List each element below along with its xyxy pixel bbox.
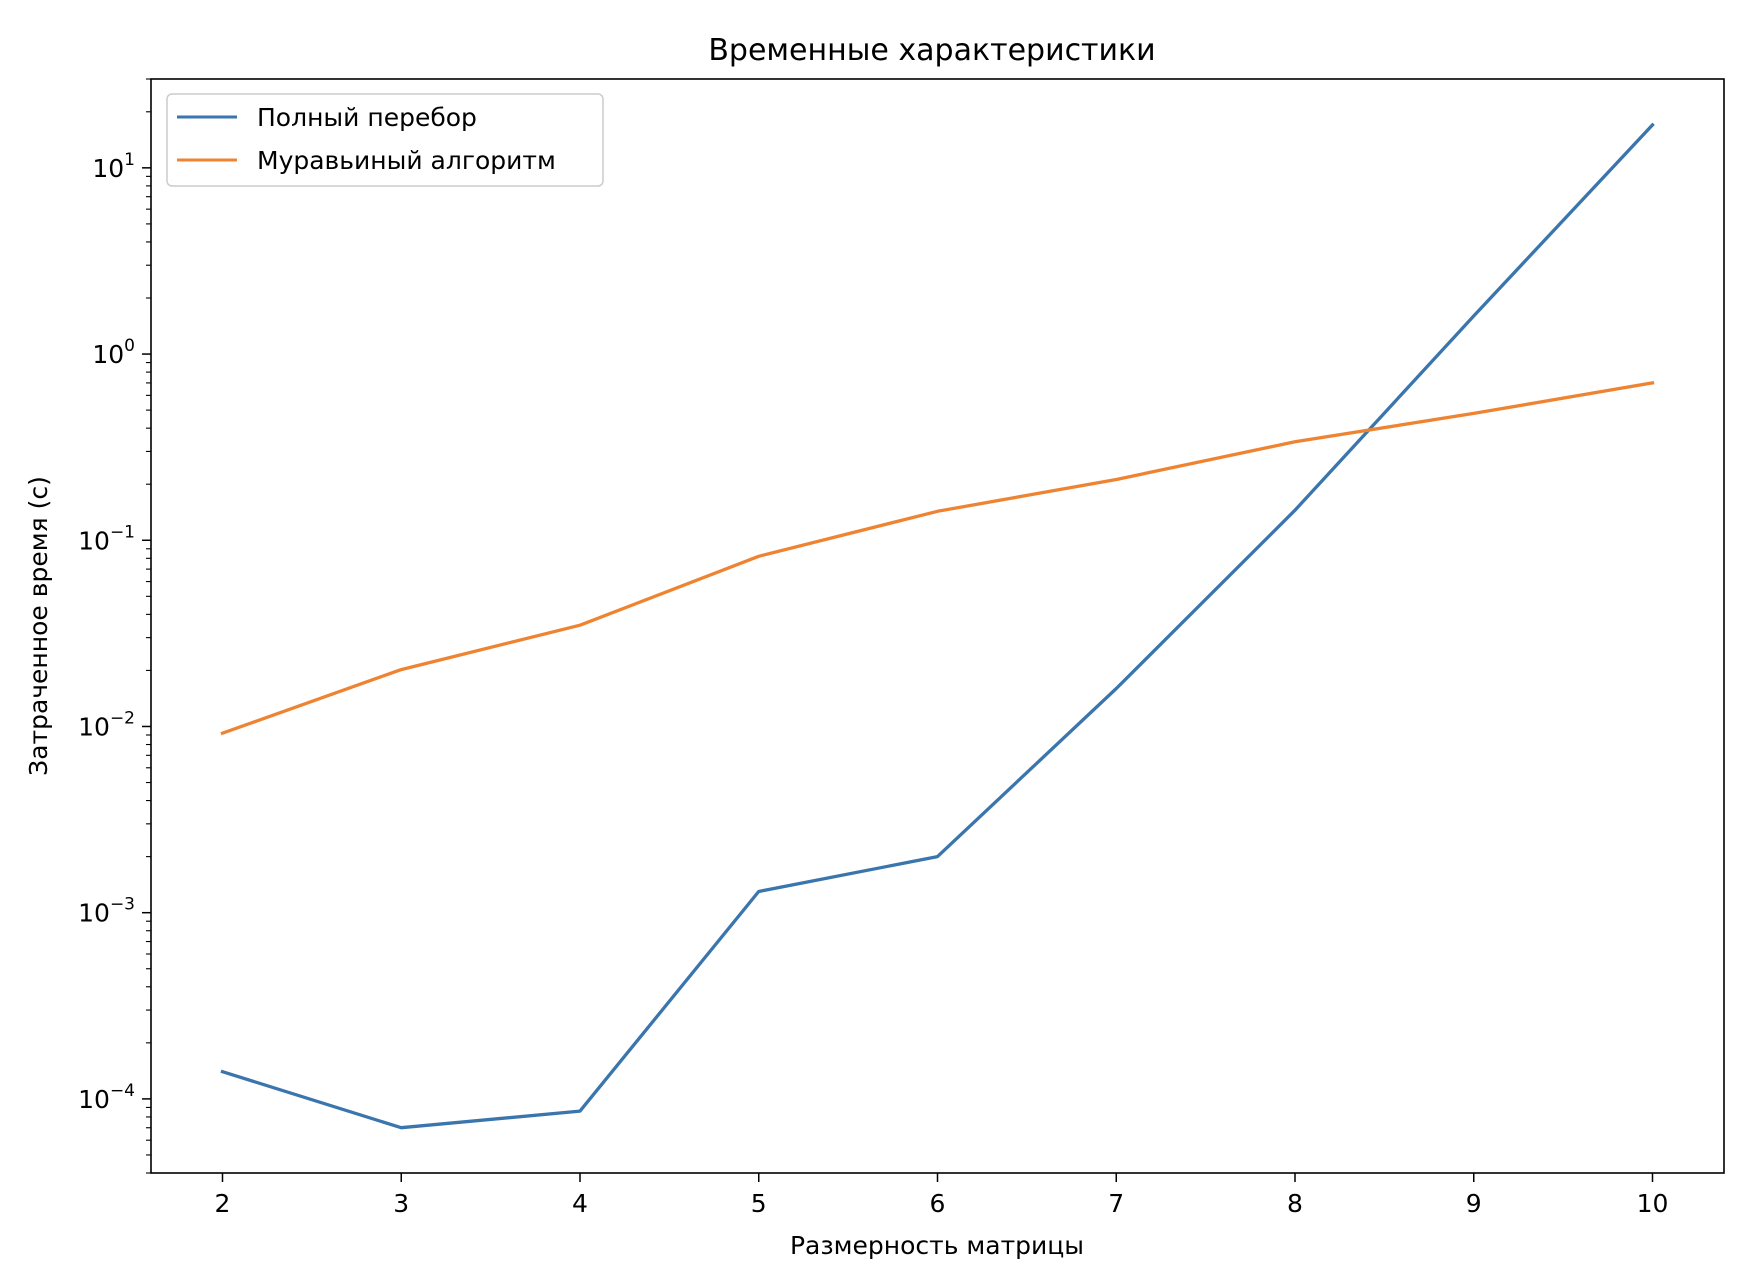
x-axis-label: Размерность матрицы [790,1231,1084,1260]
plot-series [220,122,1655,1130]
series-1-point-4 [935,509,940,514]
series-1-point-2 [578,623,583,628]
series-1-point-0 [220,731,225,736]
y-tick-label: 10−2 [78,708,135,741]
series-1-point-6 [1293,439,1298,444]
x-axis-ticks: 2 3 4 5 6 7 8 9 10 [215,1173,1669,1218]
series-0-point-5 [1114,686,1119,691]
y-tick-label: 10−4 [78,1081,135,1114]
series-1-point-1 [399,667,404,672]
y-tick-label: 10−1 [78,522,135,555]
series-0-point-4 [935,854,940,859]
series-0-point-0 [220,1069,225,1074]
chart-title: Временные характеристики [708,33,1155,68]
plot-area-frame [150,78,1725,1174]
y-axis-ticks: 10−4 10−3 10−2 10−1 100 101 [78,78,151,1174]
legend-frame [166,93,604,187]
series-line-0 [220,122,1655,1130]
y-axis-label: Затраченное время (с) [24,476,53,776]
y-tick-label: 101 [92,150,135,183]
y-tick-label: 10−3 [78,895,135,928]
x-tick-label: 9 [1466,1189,1482,1218]
series-1-point-3 [756,554,761,559]
legend-label-ant-algorithm: Муравьиный алгоритм [257,146,556,175]
x-tick-label: 2 [215,1189,231,1218]
series-0-point-1 [399,1125,404,1130]
legend-label-full-search: Полный перебор [257,103,477,132]
series-1-point-7 [1471,411,1476,416]
x-tick-label: 10 [1637,1189,1669,1218]
series-1-point-8 [1650,380,1655,385]
x-tick-label: 7 [1108,1189,1124,1218]
y-tick-label: 100 [92,336,135,369]
legend: Полный перебор Муравьиный алгоритм [166,93,604,187]
series-0-point-8 [1650,122,1655,127]
series-0-point-3 [756,889,761,894]
x-tick-label: 4 [572,1189,588,1218]
series-0-point-6 [1293,508,1298,513]
x-tick-label: 8 [1287,1189,1303,1218]
x-tick-label: 3 [393,1189,409,1218]
series-line-1 [220,380,1655,736]
x-tick-label: 5 [751,1189,767,1218]
series-0-point-7 [1471,314,1476,319]
x-tick-label: 6 [930,1189,946,1218]
series-1-point-5 [1114,477,1119,482]
series-0-point-2 [578,1109,583,1114]
